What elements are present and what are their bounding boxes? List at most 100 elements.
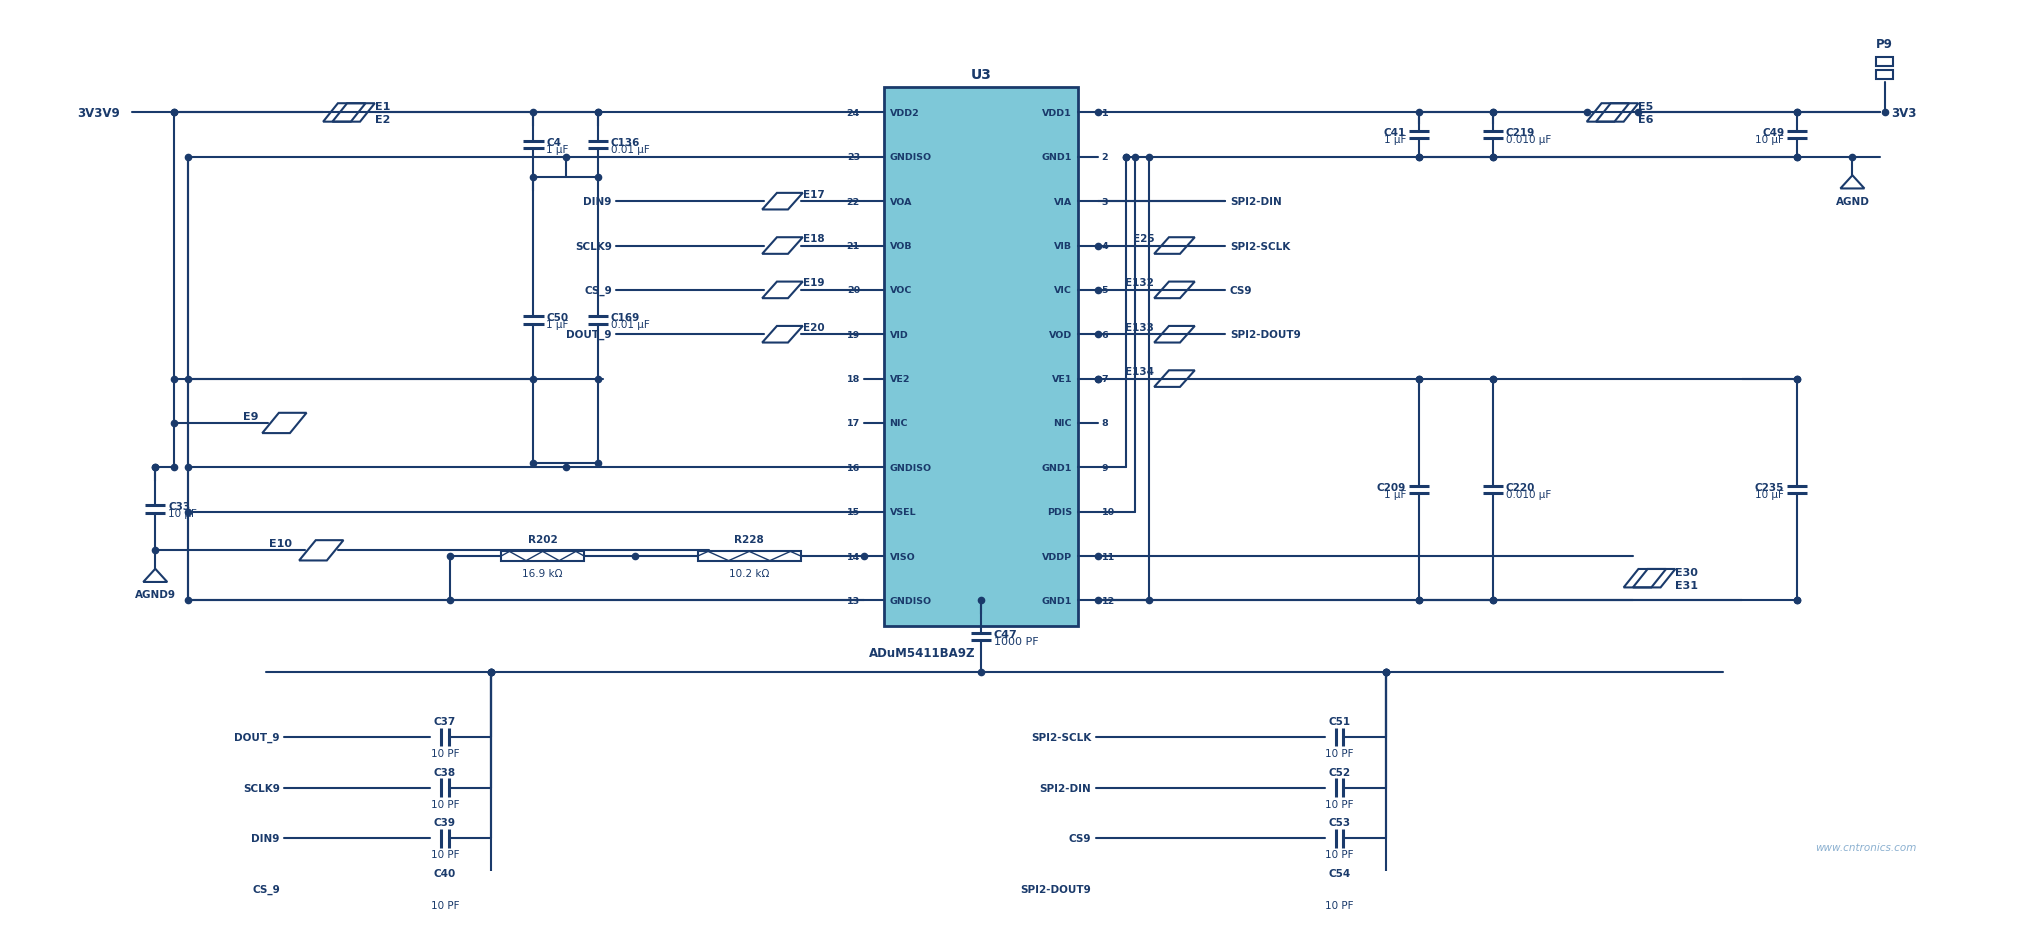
Text: E1: E1 — [376, 102, 390, 112]
Text: C40: C40 — [434, 868, 457, 878]
Text: VE1: VE1 — [1052, 375, 1072, 383]
Text: GNDISO: GNDISO — [889, 464, 932, 472]
Text: 0.01 μF: 0.01 μF — [611, 145, 650, 155]
Text: C136: C136 — [611, 138, 639, 148]
Text: 2: 2 — [1102, 153, 1108, 162]
Text: C41: C41 — [1384, 127, 1407, 138]
Text: DOUT_9: DOUT_9 — [233, 732, 280, 742]
Text: E2: E2 — [376, 115, 390, 125]
Text: 10 PF: 10 PF — [1326, 901, 1354, 910]
Bar — [1876, 72, 1894, 80]
Text: GNDISO: GNDISO — [889, 153, 932, 162]
Text: 15: 15 — [847, 508, 861, 516]
Text: VID: VID — [889, 330, 907, 340]
Text: R228: R228 — [735, 534, 763, 545]
Text: AGND9: AGND9 — [134, 590, 177, 599]
Text: 9: 9 — [1102, 464, 1108, 472]
Text: 3V3V9: 3V3V9 — [77, 107, 120, 120]
Text: E10: E10 — [268, 538, 292, 548]
Text: VDDP: VDDP — [1041, 552, 1072, 561]
Text: 7: 7 — [1102, 375, 1108, 383]
Bar — [501, 552, 585, 561]
Text: 8: 8 — [1102, 419, 1108, 428]
Text: E132: E132 — [1125, 278, 1155, 288]
Text: C4: C4 — [546, 138, 562, 148]
Text: NIC: NIC — [889, 419, 907, 428]
Text: SPI2-DOUT9: SPI2-DOUT9 — [1021, 885, 1092, 894]
Text: C50: C50 — [546, 312, 568, 323]
Text: 23: 23 — [847, 153, 861, 162]
Text: 6: 6 — [1102, 330, 1108, 340]
Text: C33: C33 — [168, 501, 191, 512]
Text: 1 μF: 1 μF — [1384, 490, 1407, 499]
Text: VOB: VOB — [889, 242, 911, 251]
Text: AGND: AGND — [1835, 196, 1870, 207]
Text: GND1: GND1 — [1041, 464, 1072, 472]
Text: CS9: CS9 — [1230, 286, 1253, 295]
Text: C54: C54 — [1328, 868, 1350, 878]
Text: 22: 22 — [847, 197, 861, 207]
Text: E25: E25 — [1133, 234, 1155, 244]
Text: VOA: VOA — [889, 197, 911, 207]
Text: E6: E6 — [1638, 115, 1654, 125]
Text: GNDISO: GNDISO — [889, 597, 932, 605]
Text: R202: R202 — [528, 534, 558, 545]
Text: VE2: VE2 — [889, 375, 909, 383]
Text: www.cntronics.com: www.cntronics.com — [1815, 842, 1916, 852]
Text: PDIS: PDIS — [1047, 508, 1072, 516]
Text: C47: C47 — [995, 629, 1017, 639]
Text: 0.010 μF: 0.010 μF — [1506, 490, 1551, 499]
Text: C53: C53 — [1328, 818, 1350, 827]
Text: E18: E18 — [802, 234, 824, 244]
Text: 1 μF: 1 μF — [546, 145, 568, 155]
Text: P9: P9 — [1876, 38, 1894, 51]
Text: U3: U3 — [970, 68, 991, 81]
Text: SPI2-SCLK: SPI2-SCLK — [1031, 733, 1092, 742]
Bar — [883, 88, 1078, 627]
Text: E17: E17 — [802, 190, 824, 199]
Text: NIC: NIC — [1054, 419, 1072, 428]
Text: DIN9: DIN9 — [583, 197, 611, 207]
Text: C52: C52 — [1328, 767, 1350, 777]
Text: VSEL: VSEL — [889, 508, 916, 516]
Text: C220: C220 — [1506, 482, 1535, 492]
Text: SPI2-DIN: SPI2-DIN — [1039, 783, 1092, 793]
Text: VIC: VIC — [1054, 286, 1072, 295]
Text: C37: C37 — [434, 716, 457, 726]
Text: 0.01 μF: 0.01 μF — [611, 320, 650, 330]
Text: 24: 24 — [847, 109, 861, 118]
Text: DOUT_9: DOUT_9 — [566, 329, 611, 340]
Text: 3: 3 — [1102, 197, 1108, 207]
Text: C219: C219 — [1506, 127, 1535, 138]
Text: 13: 13 — [847, 597, 861, 605]
Text: 10 μF: 10 μF — [1756, 135, 1784, 145]
Text: E133: E133 — [1125, 323, 1155, 332]
Text: C51: C51 — [1328, 716, 1350, 726]
Text: C39: C39 — [434, 818, 457, 827]
Text: SPI2-DOUT9: SPI2-DOUT9 — [1230, 329, 1301, 340]
Text: E31: E31 — [1675, 580, 1699, 590]
Text: CS9: CS9 — [1070, 834, 1092, 843]
Text: 10: 10 — [1102, 508, 1114, 516]
Text: 1000 PF: 1000 PF — [995, 636, 1037, 647]
Text: 10 PF: 10 PF — [1326, 850, 1354, 859]
Text: E30: E30 — [1675, 567, 1699, 577]
Text: VOD: VOD — [1050, 330, 1072, 340]
Text: E5: E5 — [1638, 102, 1654, 112]
Text: 14: 14 — [847, 552, 861, 561]
Text: DIN9: DIN9 — [252, 834, 280, 843]
Text: ADuM5411BA9Z: ADuM5411BA9Z — [869, 646, 976, 659]
Text: E20: E20 — [802, 323, 824, 332]
Text: SCLK9: SCLK9 — [244, 783, 280, 793]
Text: VDD2: VDD2 — [889, 109, 920, 118]
Text: 10.2 kΩ: 10.2 kΩ — [729, 568, 769, 579]
Text: SCLK9: SCLK9 — [574, 242, 611, 251]
Text: 1 μF: 1 μF — [1384, 135, 1407, 145]
Text: CS_9: CS_9 — [252, 884, 280, 894]
Text: 5: 5 — [1102, 286, 1108, 295]
Text: GND1: GND1 — [1041, 153, 1072, 162]
Text: E134: E134 — [1125, 367, 1155, 377]
Text: VDD1: VDD1 — [1041, 109, 1072, 118]
Text: 11: 11 — [1102, 552, 1114, 561]
Bar — [698, 552, 800, 561]
